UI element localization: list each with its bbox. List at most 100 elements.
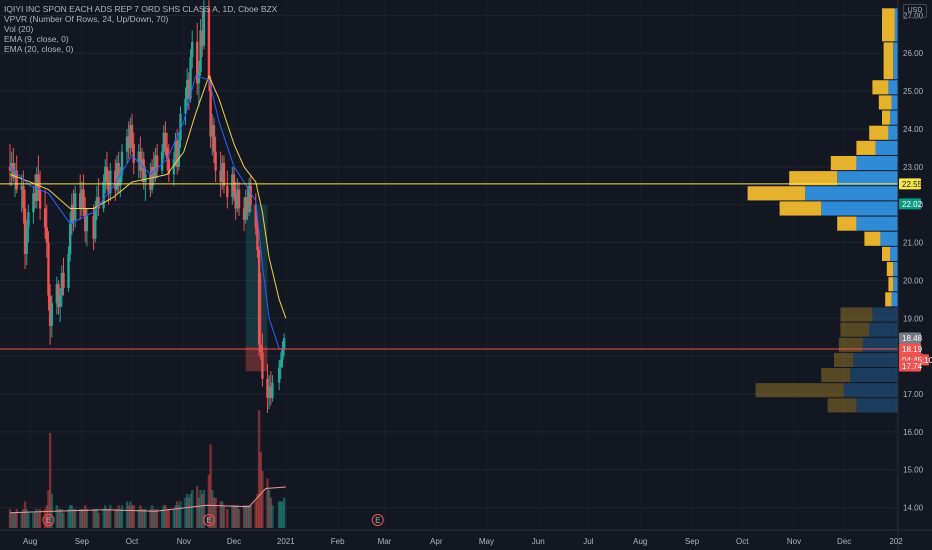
candle-body	[129, 125, 132, 148]
volume-bar	[92, 509, 95, 528]
candle-body	[199, 30, 202, 73]
horizontal-lines[interactable]	[0, 183, 898, 350]
volume-bar	[174, 505, 177, 528]
candle-body	[58, 295, 62, 307]
candle-body	[236, 189, 239, 209]
vp-up-bar	[880, 231, 898, 246]
volume-bar	[162, 505, 165, 528]
candle-body	[67, 253, 70, 288]
x-tick-label: May	[479, 537, 494, 546]
candle-body	[174, 140, 177, 160]
position-profit-zone[interactable]	[245, 204, 268, 347]
volume-bar	[10, 512, 13, 528]
candle-body	[201, 30, 204, 46]
volume-bar	[37, 512, 40, 528]
vp-up-bar	[869, 322, 898, 337]
volume-bar	[261, 471, 264, 528]
candle-body	[184, 98, 187, 114]
x-tick-label: Aug	[633, 537, 647, 546]
volume-bar	[175, 501, 179, 528]
price-axis[interactable]: 14.0015.0016.0017.0018.0019.0020.0021.00…	[897, 0, 924, 550]
candle-body	[212, 125, 216, 152]
volume-bar	[259, 452, 262, 528]
volume-bar	[144, 509, 147, 528]
position-stop-zone[interactable]	[245, 346, 268, 372]
vp-down-bar	[755, 383, 844, 398]
volume-bar	[132, 505, 135, 528]
currency-button[interactable]: USD	[903, 4, 927, 18]
candle-body	[10, 163, 13, 171]
volume-bar	[27, 512, 30, 528]
vp-up-bar	[893, 42, 898, 80]
vp-up-bar	[837, 171, 898, 186]
volume-bar	[80, 509, 84, 528]
volume-bar	[47, 490, 50, 528]
earnings-marker[interactable]	[202, 514, 215, 526]
vp-up-bar	[891, 95, 898, 110]
volume-bar	[212, 497, 216, 528]
volume-bar	[154, 509, 157, 528]
volume-bar	[257, 410, 261, 528]
legend-vpvr[interactable]: VPVR (Number Of Rows, 24, Up/Down, 70)	[4, 14, 169, 24]
vp-down-bar	[821, 368, 850, 383]
candle-body	[94, 208, 97, 239]
candle-body	[68, 223, 72, 254]
volume-bar	[38, 509, 42, 528]
volume-bar	[150, 505, 154, 528]
y-tick-label: 15.00	[903, 466, 924, 475]
volume-bar	[32, 512, 35, 528]
legend-ema9[interactable]: EMA (9, close, 0)	[4, 34, 69, 44]
vp-up-bar	[843, 383, 898, 398]
volume-bar	[179, 501, 182, 528]
volume-bar	[232, 505, 236, 528]
volume-bar	[196, 486, 199, 528]
earnings-marker[interactable]	[371, 514, 384, 526]
volume-bar	[22, 509, 25, 528]
earnings-marker[interactable]	[42, 514, 55, 526]
candle-body	[50, 303, 53, 326]
volume-profile	[747, 8, 898, 413]
candle-body	[257, 250, 261, 345]
x-tick-label: Feb	[331, 537, 345, 546]
candle-body	[172, 159, 176, 175]
candle-body	[73, 193, 77, 220]
price-tag-label: 22.55	[902, 180, 923, 189]
legend-vol[interactable]: Vol (20)	[4, 24, 34, 34]
legend-symbol[interactable]: IQIYI INC SPON EACH ADS REP 7 ORD SHS CL…	[4, 4, 278, 14]
vp-down-bar	[888, 277, 894, 292]
vp-down-bar	[779, 201, 822, 216]
volume-bar	[25, 509, 28, 528]
candle-body	[244, 197, 247, 220]
earnings-label: E	[375, 516, 380, 525]
candle-body	[237, 189, 241, 209]
volume-bar	[60, 509, 64, 528]
x-tick-label: 202	[889, 537, 903, 546]
volume-bar	[209, 444, 212, 528]
candle-body	[38, 189, 42, 209]
legend-ema20[interactable]: EMA (20, close, 0)	[4, 44, 74, 54]
volume-bar	[282, 497, 286, 528]
candle-body	[92, 216, 95, 239]
vp-down-bar	[747, 186, 806, 201]
candle-body	[197, 72, 201, 84]
volume-bar	[84, 505, 87, 528]
candle-body	[155, 155, 159, 171]
candle-body	[214, 151, 217, 171]
time-axis[interactable]: Aug Sep Oct Nov Dec 2021 Feb Mar Apr May Jun Jul Aug…	[0, 529, 932, 546]
volume-bar	[172, 509, 176, 528]
volume-bar	[160, 509, 164, 528]
candle-body	[107, 181, 110, 194]
volume-bar	[35, 509, 38, 528]
ema20-line	[9, 74, 287, 319]
candle-body	[22, 185, 25, 209]
x-tick-label: Mar	[378, 537, 392, 546]
candle-body	[269, 386, 272, 398]
candle-body	[246, 197, 249, 213]
candle-body	[144, 174, 147, 182]
candle-body	[105, 166, 109, 182]
candle-body	[95, 197, 99, 209]
vp-down-bar	[882, 8, 895, 42]
